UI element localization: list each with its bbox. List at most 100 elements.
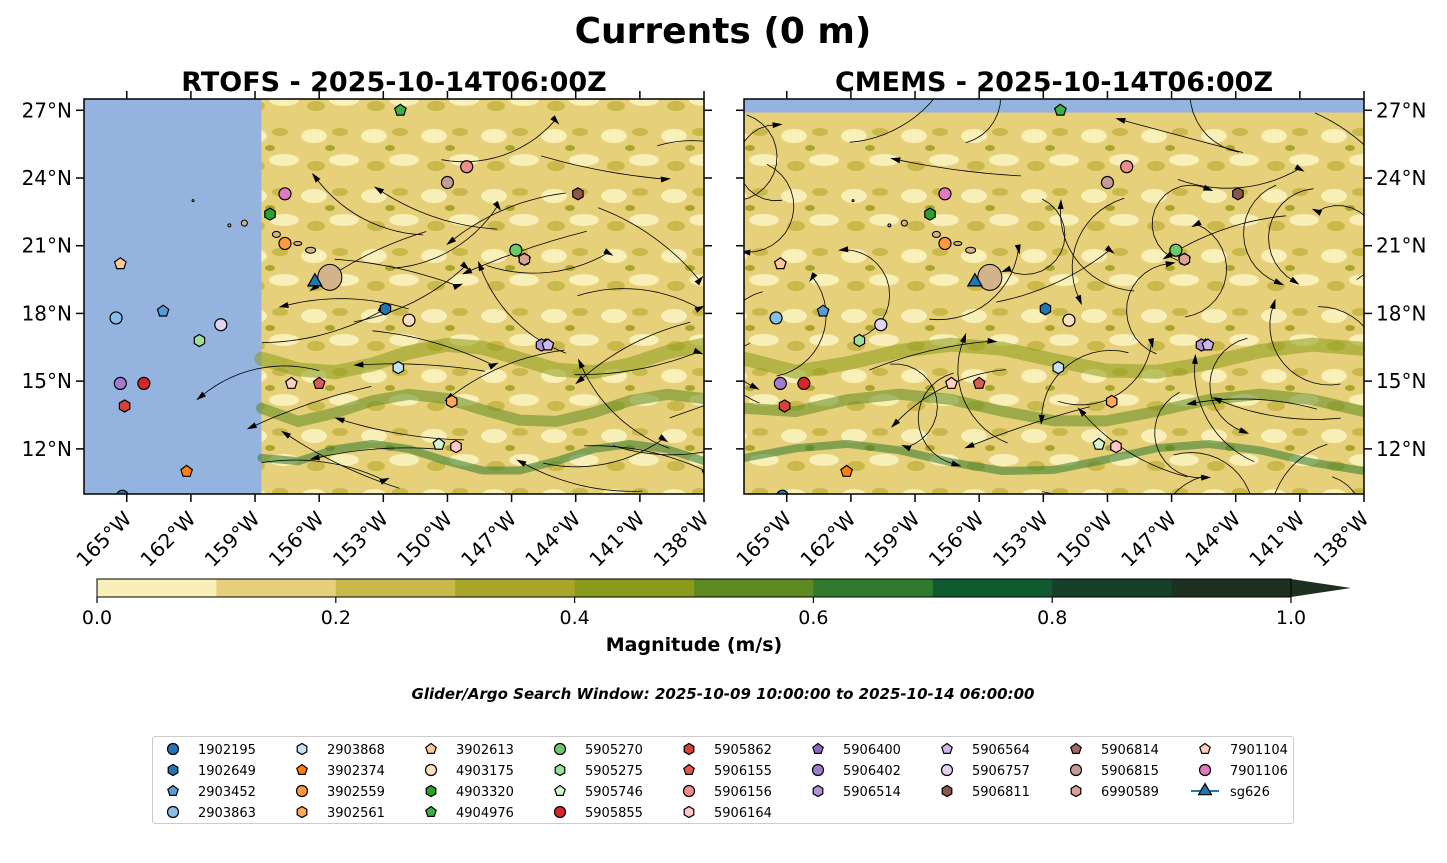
rtofs-streamline [372, 330, 494, 366]
cmems-streamline-arrow [1148, 338, 1154, 349]
rtofs-streamline-arrow [278, 302, 289, 308]
legend-label-3902613: 3902613 [456, 743, 514, 758]
rtofs-marker-5906156 [460, 160, 474, 174]
legend-label-5905855: 5905855 [585, 806, 643, 821]
cmems-island [900, 219, 908, 227]
cmems-streamline [969, 406, 1090, 447]
rtofs-marker-4903175 [402, 313, 416, 327]
cmems-streamline-arrow [1269, 298, 1276, 310]
legend-label-5906564: 5906564 [972, 743, 1030, 758]
rtofs-streamline [579, 321, 691, 381]
rtofs-streamline-arrow [603, 248, 614, 256]
cmems-marker-3902559 [938, 236, 952, 251]
cmems-ytick-label: 12°N [1376, 437, 1426, 461]
cmems-island [977, 263, 1003, 291]
legend-label-3902559: 3902559 [327, 785, 385, 800]
cmems-marker-3902613 [773, 257, 787, 270]
legend-label-sg626: sg626 [1230, 785, 1270, 800]
cmems-panel-title: CMEMS - 2025-10-14T06:00Z [835, 67, 1273, 98]
legend-label-4903320: 4903320 [456, 785, 514, 800]
cmems-streamline [1151, 184, 1208, 261]
rtofs-island [271, 230, 281, 238]
cmems-island [851, 199, 855, 203]
colorbar-tick-label: 0.4 [559, 607, 589, 629]
rtofs-island [191, 199, 195, 203]
cmems-streamline-arrow [1399, 193, 1406, 203]
rtofs-marker-2903868 [392, 360, 405, 375]
cmems-marker-6990589 [1178, 252, 1191, 266]
colorbar-segment [1052, 579, 1173, 597]
cmems-ytick-label: 24°N [1376, 166, 1426, 190]
colorbar-tick-label: 0.2 [321, 607, 351, 629]
legend-marker-5905855 [553, 805, 567, 819]
legend-label-7901104: 7901104 [1230, 743, 1288, 758]
rtofs-marker-5906164 [450, 439, 462, 454]
rtofs-streamline [378, 189, 498, 230]
rtofs-ytick-label: 27°N [22, 98, 72, 122]
rtofs-streamline [467, 230, 587, 273]
rtofs-xtick-label: 159°W [200, 506, 265, 571]
cmems-marker-5906811 [1232, 187, 1244, 201]
rtofs-streamline-arrow [462, 267, 473, 275]
rtofs-marker-1902195 [116, 489, 129, 494]
rtofs-streamline [285, 433, 400, 489]
cmems-streamline-arrow [1014, 244, 1021, 255]
cmems-streamline [1269, 304, 1341, 386]
rtofs-streamline-arrow [660, 176, 671, 183]
cmems-streamline [1317, 205, 1364, 280]
cmems-island [953, 240, 963, 246]
rtofs-streamline-arrow [550, 115, 560, 125]
legend-marker-3902561 [296, 805, 308, 819]
cmems-streamline [1217, 399, 1341, 420]
legend-marker-sg626 [1197, 782, 1213, 796]
cmems-ytick-label: 18°N [1376, 301, 1426, 325]
cmems-streamline [744, 124, 782, 202]
cmems-streamline [890, 363, 938, 448]
cmems-streamline-arrow [1250, 519, 1256, 529]
cmems-streamline [917, 372, 956, 465]
rtofs-island [240, 219, 248, 227]
cmems-streamline-arrow [1038, 414, 1045, 425]
colorbar-extend-arrow [1291, 579, 1351, 597]
rtofs-strong-current-bands [254, 337, 704, 475]
rtofs-marker-7901106 [278, 187, 292, 201]
cmems-marker-2903863 [769, 311, 783, 325]
cmems-streamline [894, 369, 1007, 424]
rtofs-streamline-arrow [693, 347, 704, 355]
legend-marker-5906757 [940, 763, 954, 777]
rtofs-streamline-arrow [374, 186, 385, 195]
legend-marker-5906564 [941, 742, 953, 754]
rtofs-xtick-label: 165°W [71, 506, 136, 571]
rtofs-marker-7901104 [284, 376, 298, 389]
figure-title: Currents (0 m) [575, 11, 872, 52]
rtofs-current-band [257, 439, 704, 475]
cmems-marker-5906156 [1120, 160, 1134, 174]
rtofs-streamline-arrow [460, 261, 470, 271]
cmems-marker-7901104 [944, 376, 958, 389]
cmems-island [965, 246, 977, 254]
rtofs-streamline-arrow [452, 283, 464, 290]
cmems-current-band [744, 337, 1364, 379]
cmems-streamline-arrow [1202, 184, 1214, 191]
rtofs-marker-5906815 [440, 175, 455, 190]
legend-label-5906757: 5906757 [972, 764, 1030, 779]
rtofs-magnitude-field [261, 99, 704, 494]
colorbar-tick-label: 0.6 [798, 607, 828, 629]
rtofs-panel: RTOFS - 2025-10-14T06:00Z 165°W 162°W 159°… [22, 67, 714, 572]
rtofs-streamline-arrow [379, 477, 390, 485]
cmems-strong-current-bands [744, 337, 1364, 476]
cmems-streamline-arrow [1191, 353, 1198, 364]
legend-marker-6990589 [1070, 784, 1082, 798]
cmems-current-band [744, 388, 1364, 427]
cmems-ytick-label: 21°N [1376, 234, 1426, 258]
rtofs-xtick-label: 141°W [584, 506, 649, 571]
cmems-streamline-arrow [1115, 118, 1126, 124]
legend-label-5905862: 5905862 [714, 743, 772, 758]
rtofs-streamline-arrow [488, 362, 499, 370]
rtofs-marker-5906757 [214, 318, 228, 332]
legend-label-5906815: 5906815 [1101, 764, 1159, 779]
cmems-marker-5905862 [778, 399, 791, 413]
rtofs-ytick-label: 12°N [22, 437, 72, 461]
legend-label-2903863: 2903863 [198, 806, 256, 821]
legend-marker-5905270 [553, 742, 567, 756]
